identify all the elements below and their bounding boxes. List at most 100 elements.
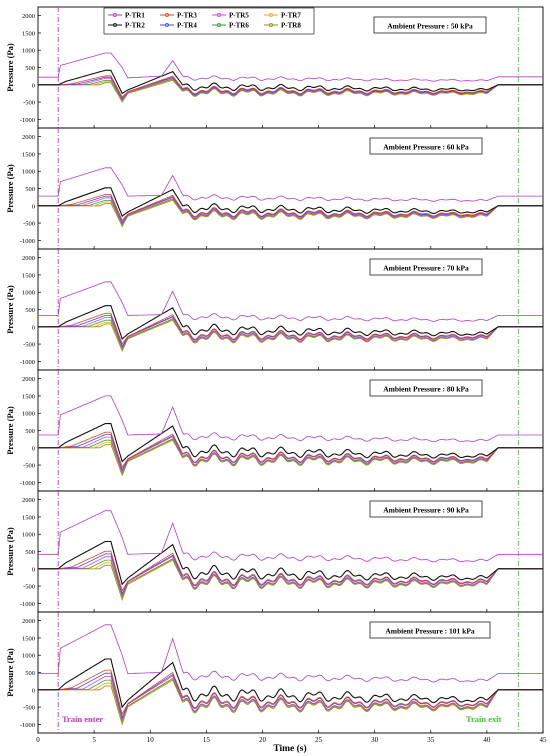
y-tick-label: -500 bbox=[23, 584, 35, 591]
y-tick-label: 2000 bbox=[22, 255, 35, 262]
legend-marker bbox=[217, 23, 221, 27]
panel-1: 2000 1500 1000 500 0 -500 -1000 Pressure (Pa) Am… bbox=[5, 6, 544, 129]
panel-title: Ambient Pressure : 90 kPa bbox=[383, 506, 469, 515]
legend-label: P-TR1 bbox=[125, 12, 145, 20]
x-tick-label: 0 bbox=[36, 736, 40, 744]
series-p-tr5 bbox=[38, 555, 543, 597]
y-axis-label: Pressure (Pa) bbox=[5, 527, 15, 576]
title-box bbox=[369, 500, 483, 518]
series-p-tr5 bbox=[38, 197, 543, 225]
overlay: Train enter Train exit Time (s) bbox=[62, 714, 502, 754]
y-tick-label: 0 bbox=[32, 566, 35, 573]
series-p-tr2 bbox=[38, 69, 543, 95]
series-p-tr6 bbox=[38, 438, 543, 475]
series-p-tr4 bbox=[38, 672, 543, 719]
legend-marker bbox=[217, 13, 221, 17]
series-p-tr1 bbox=[38, 281, 543, 322]
y-tick-label: 1000 bbox=[22, 48, 35, 55]
y-tick-label: 1000 bbox=[22, 653, 35, 660]
y-axis-label: Pressure (Pa) bbox=[5, 285, 15, 334]
y-tick-label: 500 bbox=[25, 307, 35, 314]
y-axis-label: Pressure (Pa) bbox=[5, 43, 15, 92]
legend-label: P-TR6 bbox=[229, 22, 249, 30]
series-p-tr3 bbox=[38, 312, 543, 345]
y-tick-label: 1500 bbox=[22, 30, 35, 37]
series-p-tr6 bbox=[38, 677, 543, 723]
title-box bbox=[369, 137, 483, 155]
y-axis-label: Pressure (Pa) bbox=[5, 648, 15, 697]
x-tick-label: 35 bbox=[427, 736, 435, 744]
series-p-tr1 bbox=[38, 395, 543, 443]
panel-title: Ambient Pressure : 70 kPa bbox=[383, 264, 469, 273]
series-p-tr5 bbox=[38, 316, 543, 349]
series-p-tr3 bbox=[38, 669, 543, 716]
y-axis-label: Pressure (Pa) bbox=[5, 164, 15, 213]
y-tick-label: 500 bbox=[25, 186, 35, 193]
y-tick-label: -500 bbox=[23, 463, 35, 470]
series-p-tr3 bbox=[38, 550, 543, 592]
legend-box bbox=[103, 7, 315, 35]
series-p-tr2 bbox=[38, 423, 543, 463]
y-tick-label: 1500 bbox=[22, 635, 35, 642]
y-tick-label: 0 bbox=[32, 82, 35, 89]
y-tick-label: -500 bbox=[23, 100, 35, 107]
y-tick-label: -500 bbox=[23, 342, 35, 349]
y-axis-label: Pressure (Pa) bbox=[5, 406, 15, 455]
y-tick-label: 1500 bbox=[22, 514, 35, 521]
y-tick-label: 0 bbox=[32, 445, 35, 452]
y-tick-label: 500 bbox=[25, 549, 35, 556]
y-tick-label: 1500 bbox=[22, 151, 35, 158]
y-tick-label: 0 bbox=[32, 203, 35, 210]
series-p-tr1 bbox=[38, 624, 543, 683]
y-tick-label: 0 bbox=[32, 324, 35, 331]
series-p-tr1 bbox=[38, 167, 543, 202]
y-tick-label: 1000 bbox=[22, 169, 35, 176]
y-tick-label: -1000 bbox=[20, 722, 35, 729]
y-tick-label: 2000 bbox=[22, 497, 35, 504]
legend-label: P-TR7 bbox=[281, 12, 301, 20]
y-tick-label: 1000 bbox=[22, 290, 35, 297]
x-tick-label: 45 bbox=[540, 736, 548, 744]
y-tick-label: 500 bbox=[25, 65, 35, 72]
y-tick-label: 1500 bbox=[22, 393, 35, 400]
y-tick-label: -1000 bbox=[20, 238, 35, 245]
title-box bbox=[373, 16, 487, 34]
legend-marker bbox=[269, 13, 273, 17]
x-tick-label: 15 bbox=[203, 736, 211, 744]
legend-marker bbox=[269, 23, 273, 27]
panel-title: Ambient Pressure : 101 kPa bbox=[385, 627, 475, 636]
legend-label: P-TR2 bbox=[125, 22, 145, 30]
title-box bbox=[369, 379, 483, 397]
series-p-tr4 bbox=[38, 434, 543, 471]
series-p-tr2 bbox=[38, 187, 543, 218]
series-p-tr2 bbox=[38, 305, 543, 340]
title-box bbox=[369, 621, 491, 639]
y-tick-label: -1000 bbox=[20, 480, 35, 487]
legend-label: P-TR4 bbox=[177, 22, 197, 30]
x-tick-label: 40 bbox=[483, 736, 491, 744]
x-tick-label: 10 bbox=[147, 736, 155, 744]
panel-3: 2000 1500 1000 500 0 -500 -1000 Pressure (Pa) Am… bbox=[5, 248, 544, 371]
panel-6: 2000 1500 1000 500 0 -500 -1000 Pressure (Pa) Am… bbox=[5, 611, 544, 734]
panel-title: Ambient Pressure : 80 kPa bbox=[383, 385, 469, 394]
y-tick-label: 500 bbox=[25, 428, 35, 435]
x-tick-label: 25 bbox=[315, 736, 323, 744]
y-tick-label: 1500 bbox=[22, 272, 35, 279]
series-p-tr4 bbox=[38, 195, 543, 224]
legend-label: P-TR3 bbox=[177, 12, 197, 20]
series-p-tr4 bbox=[38, 315, 543, 348]
y-tick-label: 500 bbox=[25, 670, 35, 677]
y-tick-label: -500 bbox=[23, 221, 35, 228]
legend-marker bbox=[165, 13, 169, 17]
y-tick-label: 1000 bbox=[22, 411, 35, 418]
series-p-tr5 bbox=[38, 436, 543, 473]
series-p-tr3 bbox=[38, 431, 543, 468]
series-p-tr8 bbox=[38, 679, 543, 726]
title-box bbox=[369, 258, 483, 276]
series-p-tr2 bbox=[38, 540, 543, 586]
series-p-tr2 bbox=[38, 658, 543, 709]
series-p-tr4 bbox=[38, 76, 543, 100]
y-tick-label: -1000 bbox=[20, 117, 35, 124]
